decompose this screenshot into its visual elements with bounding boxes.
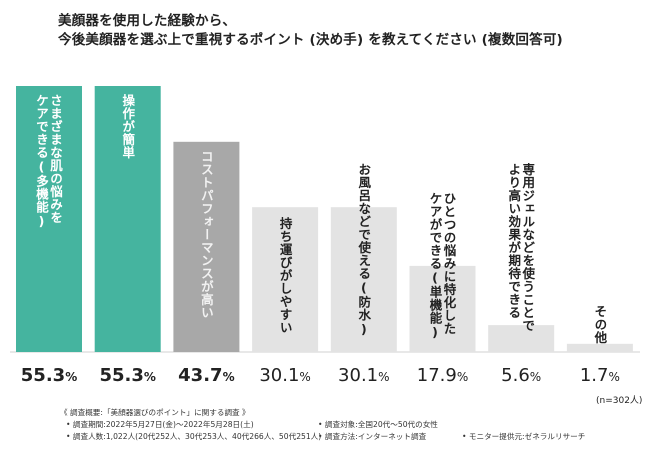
bar-8 (566, 343, 633, 352)
value-label-5: 30.1% (338, 365, 390, 386)
bar-1 (16, 86, 82, 352)
chart-title-line-1: 美顔器を使用した経験から、 (58, 13, 237, 29)
category-label-1: さまざまな肌の悩みを ケアできる(多機能) (34, 94, 63, 229)
category-label-6: ひとつの悩みに特化した ケアができる(単機能) (427, 191, 457, 340)
value-label-8: 1.7% (579, 365, 620, 386)
bar-4 (252, 207, 319, 352)
survey-period: • 調査期間:2022年5月27日(金)〜2022年5月28日(土) (66, 420, 254, 429)
sample-size-note: (n=302人) (596, 396, 643, 406)
survey-summary: 《 調査概要:「美顔器選びのポイント」に関する調査 》 (60, 408, 250, 417)
category-label-2: 操作が簡単 (120, 94, 136, 159)
bar-2 (94, 86, 161, 352)
survey-target: • 調査対象:全国20代〜50代の女性 (318, 420, 438, 429)
category-label-4: 持ち運びがしやすい (277, 217, 293, 335)
category-label-7: 専用ジェルなどを使うことで より高い効果が期待できる (506, 163, 536, 333)
chart-title-line-2: 今後美顔器を選ぶ上で重視するポイント (決め手) を教えてください (複数回答可… (58, 32, 563, 48)
category-label-8: その他 (592, 305, 608, 345)
chart-title: 美顔器を使用した経験から、 今後美顔器を選ぶ上で重視するポイント (決め手) を… (58, 12, 638, 50)
value-label-4: 30.1% (259, 365, 311, 386)
category-label-3: コストパフォーマンスが高い (198, 149, 214, 319)
bar-6 (409, 265, 476, 352)
value-label-2: 55.3% (99, 365, 156, 386)
value-label-6: 17.9% (416, 365, 469, 386)
bar-3 (173, 141, 240, 352)
bar-7 (488, 325, 555, 352)
survey-method: • 調査方法:インターネット調査 (318, 432, 427, 441)
bar-5 (330, 207, 397, 352)
survey-provider: • モニター提供元:ゼネラルリサーチ (462, 432, 586, 441)
category-label-5: お風呂などで使える(防水) (356, 163, 372, 338)
survey-respondents: • 調査人数:1,022人(20代252人、30代253人、40代266人、50… (66, 432, 322, 441)
value-label-1: 55.3% (20, 365, 78, 386)
value-label-3: 43.7% (178, 365, 235, 386)
value-label-7: 5.6% (501, 365, 542, 386)
